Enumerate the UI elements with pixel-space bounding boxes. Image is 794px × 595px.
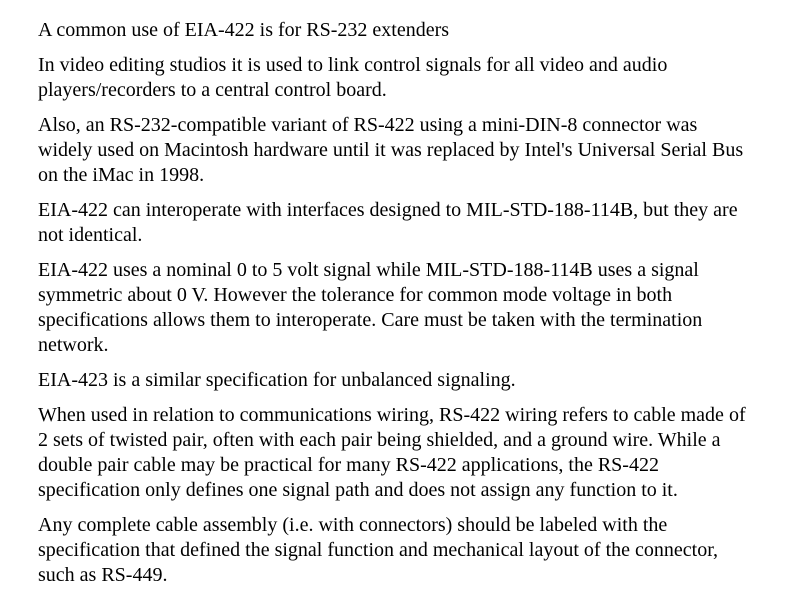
paragraph: EIA-422 uses a nominal 0 to 5 volt signa…	[38, 258, 756, 358]
paragraph: Any complete cable assembly (i.e. with c…	[38, 513, 756, 588]
paragraph: In video editing studios it is used to l…	[38, 53, 756, 103]
document-page: A common use of EIA-422 is for RS-232 ex…	[0, 0, 794, 595]
paragraph: EIA-423 is a similar specification for u…	[38, 368, 756, 393]
paragraph: A common use of EIA-422 is for RS-232 ex…	[38, 18, 756, 43]
paragraph: EIA-422 can interoperate with interfaces…	[38, 198, 756, 248]
paragraph: Also, an RS-232-compatible variant of RS…	[38, 113, 756, 188]
paragraph: When used in relation to communications …	[38, 403, 756, 503]
